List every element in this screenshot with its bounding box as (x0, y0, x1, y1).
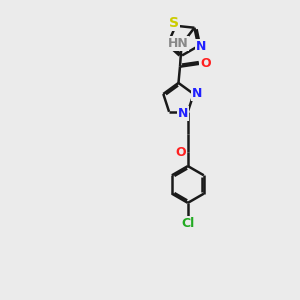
Text: Cl: Cl (181, 217, 194, 230)
Text: O: O (176, 146, 186, 159)
Text: N: N (196, 40, 207, 52)
Text: HN: HN (167, 38, 188, 50)
Text: N: N (178, 107, 188, 120)
Text: S: S (169, 16, 179, 30)
Text: N: N (192, 88, 202, 100)
Text: O: O (200, 57, 211, 70)
